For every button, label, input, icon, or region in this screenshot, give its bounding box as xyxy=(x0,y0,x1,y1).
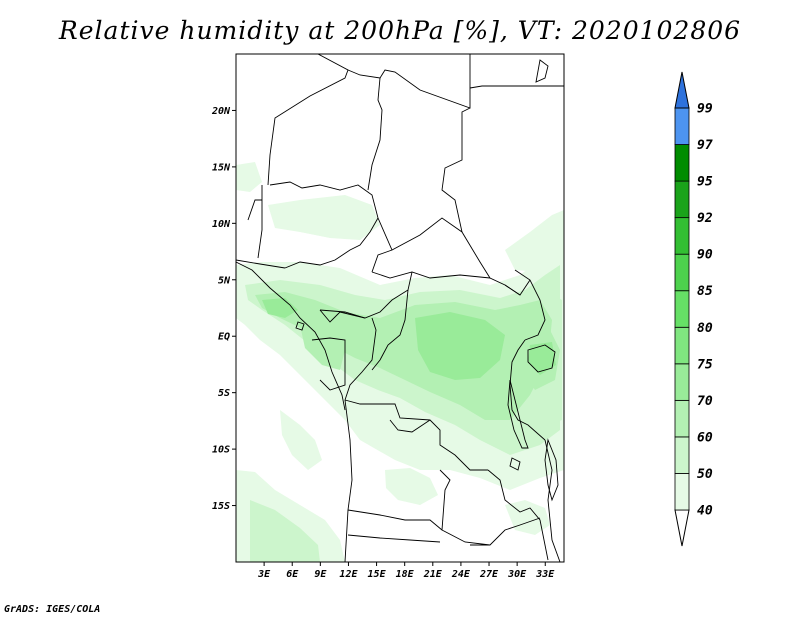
rh-region-south-patch xyxy=(385,468,438,505)
rh-region-cameroon xyxy=(262,298,298,318)
lon-label: 15E xyxy=(368,569,387,580)
colorbar-segment xyxy=(674,326,690,365)
colorbar-segment xyxy=(674,473,690,511)
lon-label: 6E xyxy=(286,569,299,580)
latitude-axis: 20N 15N 10N 5N EQ 5S 10S 15S xyxy=(211,106,236,512)
colorbar-label: 70 xyxy=(697,394,713,409)
lakes xyxy=(295,59,559,502)
lat-label: 15N xyxy=(212,162,231,173)
colorbar-label: 85 xyxy=(697,284,713,299)
rh-region-south-west-inner xyxy=(250,500,320,562)
longitude-axis: 3E 6E 9E 12E 15E 18E 21E 24E 27E 30E 33E xyxy=(257,562,555,580)
colorbar-segment xyxy=(674,217,690,255)
grads-credit: GrADS: IGES/COLA xyxy=(4,604,101,615)
rh-region-sahel-west xyxy=(236,162,262,192)
lat-label: 10S xyxy=(212,445,230,456)
lon-label: 27E xyxy=(479,569,499,580)
lake-victoria xyxy=(527,344,556,373)
colorbar-label: 90 xyxy=(697,248,713,263)
lon-label: 33E xyxy=(535,569,555,580)
colorbar: 40 50 60 70 75 80 85 90 92 95 97 99 xyxy=(674,71,713,547)
colorbar-segment xyxy=(674,144,690,182)
colorbar-segment xyxy=(674,253,690,292)
lat-label: 5S xyxy=(218,388,230,399)
lat-label: 20N xyxy=(211,106,231,117)
colorbar-under-triangle xyxy=(674,509,690,547)
lon-label: 24E xyxy=(451,569,471,580)
lon-label: 12E xyxy=(339,569,358,580)
colorbar-over-triangle xyxy=(674,71,690,109)
lat-label: 15S xyxy=(212,501,230,512)
rh-region-gabon xyxy=(300,325,345,370)
rh-region-central-moist xyxy=(415,312,505,380)
colorbar-label: 50 xyxy=(697,467,713,482)
rh-region-east-north xyxy=(505,210,564,272)
rh-region-north-patches xyxy=(268,195,380,240)
colorbar-label: 40 xyxy=(697,504,713,519)
colorbar-label: 75 xyxy=(697,357,713,372)
lon-label: 9E xyxy=(314,569,327,580)
colorbar-segment xyxy=(674,363,690,401)
lake-tanganyika xyxy=(507,379,529,449)
colorbar-label: 80 xyxy=(697,321,713,336)
colorbar-segment xyxy=(674,290,690,328)
colorbar-label: 97 xyxy=(697,138,713,153)
colorbar-label: 92 xyxy=(697,211,713,226)
lon-label: 3E xyxy=(257,569,271,580)
rh-region-ocean-strip xyxy=(280,410,322,470)
colorbar-segment xyxy=(674,107,690,145)
colorbar-label: 60 xyxy=(697,430,713,445)
sinai-coast xyxy=(535,59,549,83)
map-title: Relative humidity at 200hPa [%], VT: 202… xyxy=(58,16,742,45)
country-borders xyxy=(236,54,564,562)
lake-malawi xyxy=(544,438,559,502)
colorbar-segment xyxy=(674,399,690,438)
lon-label: 21E xyxy=(423,569,443,580)
humidity-shading xyxy=(236,162,564,562)
rh-region-uganda xyxy=(528,342,556,375)
map-frame xyxy=(235,53,565,563)
lake-mweru xyxy=(509,457,521,471)
lon-label: 30E xyxy=(507,569,527,580)
lon-label: 18E xyxy=(396,569,415,580)
lat-label: 10N xyxy=(212,219,231,230)
colorbar-segment xyxy=(674,180,690,219)
lake-volta-small xyxy=(295,321,305,331)
lat-label: 5N xyxy=(218,275,231,286)
lat-label: EQ xyxy=(218,332,230,343)
colorbar-label: 95 xyxy=(697,175,713,190)
colorbar-segment xyxy=(674,436,690,474)
colorbar-label: 99 xyxy=(697,102,713,117)
